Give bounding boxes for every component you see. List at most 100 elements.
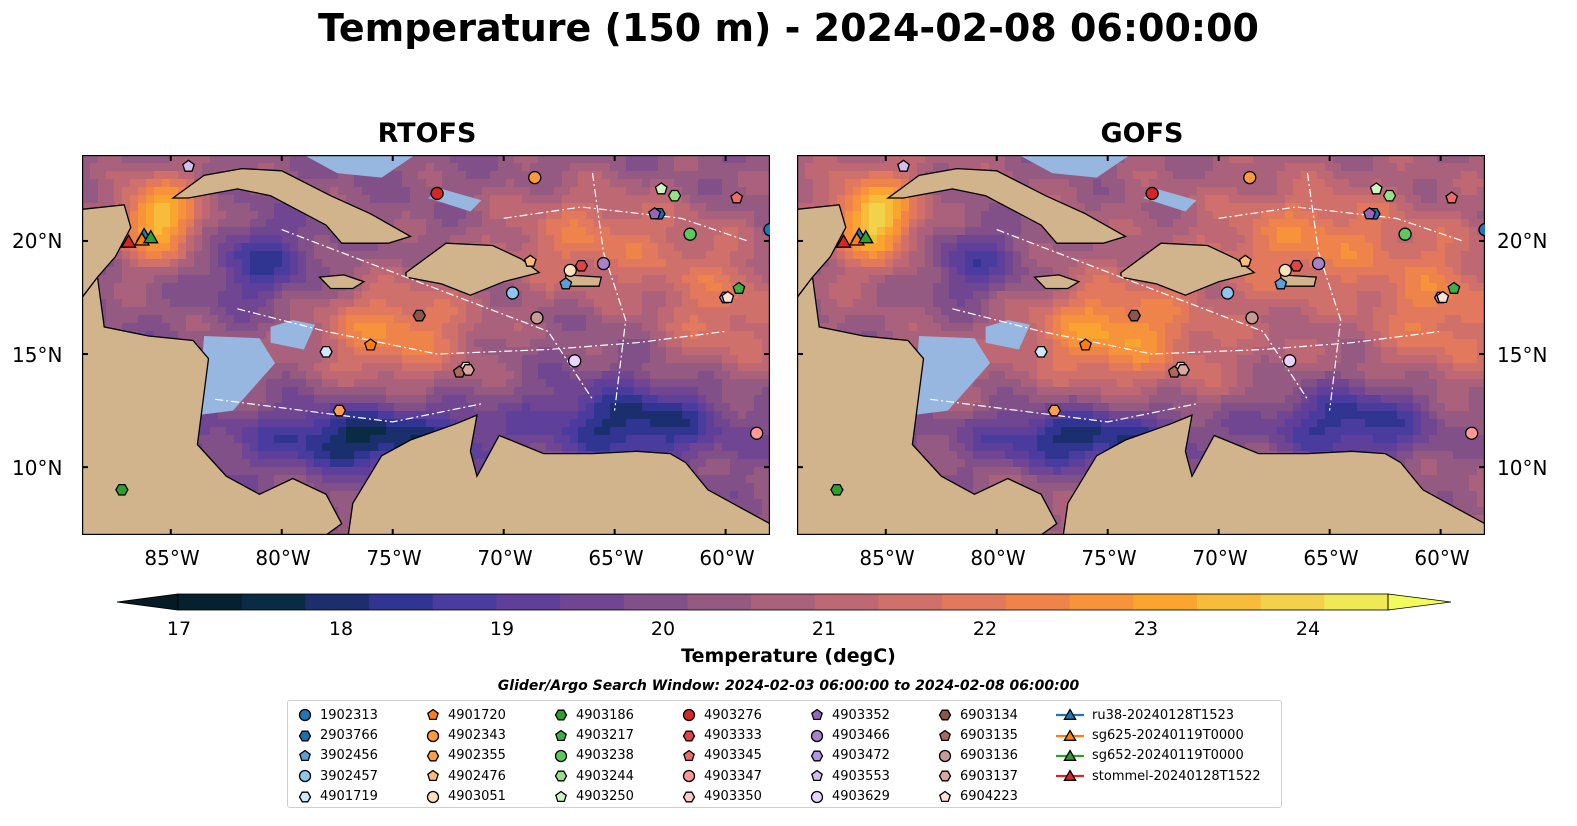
legend-item: 4903333 (682, 725, 762, 745)
colorbar-tick-19: 19 (489, 618, 515, 640)
argo-float-4903186 (115, 483, 129, 496)
legend-label: 4903553 (832, 768, 890, 784)
legend-item: 2903766 (298, 725, 378, 745)
argo-float-4903352 (1363, 206, 1377, 220)
legend-marker-icon (298, 770, 312, 783)
figure-title: Temperature (150 m) - 2024-02-08 06:00:0… (317, 6, 1259, 50)
legend-label: 4902343 (448, 728, 506, 744)
hexagon-icon (682, 791, 696, 803)
colorbar-tick-23: 23 (1133, 618, 1159, 640)
lon-label-75w: 75°W (366, 546, 422, 570)
argo-float-6903137 (1176, 364, 1190, 376)
land-south-america (347, 414, 770, 535)
legend-label: stommel-20240128T1522 (1092, 768, 1261, 784)
argo-float-4902355 (332, 404, 347, 417)
land-yucatan (797, 204, 847, 299)
colorbar-segment (241, 594, 306, 610)
circle-icon (810, 729, 824, 742)
argo-float-4903553 (897, 159, 910, 172)
argo-float-4903250 (654, 182, 668, 195)
legend-label: 6903137 (960, 768, 1018, 784)
lon-label-60w-right: 60°W (1414, 546, 1470, 570)
glider-stommel-20240128T1522 (120, 233, 137, 248)
map-frame (82, 155, 770, 535)
colorbar-tick-18: 18 (328, 618, 354, 640)
land-central-america (82, 275, 343, 535)
legend-item: 6903135 (938, 725, 1018, 745)
circle-icon (298, 770, 312, 783)
land-cuba (885, 167, 1128, 244)
argo-float-4903347 (1465, 426, 1479, 440)
circle-icon (938, 749, 952, 763)
colorbar-segment (369, 594, 434, 610)
legend-label: sg625-20240119T0000 (1092, 728, 1244, 744)
legend-label: 4903472 (832, 748, 890, 764)
argo-float-4903333 (574, 259, 589, 272)
argo-float-4903553 (182, 159, 195, 172)
legend-label: 4903217 (576, 728, 634, 744)
legend-label: 3902457 (320, 768, 378, 784)
axis-ticks (797, 155, 1485, 535)
colorbar-segment (432, 594, 497, 610)
legend-item: 1902313 (298, 705, 378, 725)
circle-icon (682, 770, 696, 783)
lat-label-15n-right: 15°N (1497, 343, 1548, 367)
pentagon-icon (427, 770, 439, 782)
argo-float-4903238 (1398, 227, 1412, 241)
legend-label: 4903345 (704, 748, 762, 764)
legend-item: 4901720 (426, 705, 506, 725)
legend-label: 4903250 (576, 789, 634, 805)
legend-marker-icon (427, 708, 439, 721)
boundary-lines (215, 173, 748, 423)
land (797, 167, 1485, 535)
argo-float-4903276 (430, 186, 444, 201)
triangle-icon (1063, 769, 1077, 782)
colorbar-segment (623, 594, 688, 610)
gliders (120, 227, 159, 248)
lon-label-65w-right: 65°W (1303, 546, 1359, 570)
panel-title-rtofs: RTOFS (377, 118, 477, 149)
triangle-icon (1063, 708, 1077, 721)
legend-item: 4902355 (426, 746, 506, 766)
pentagon-icon (555, 790, 567, 802)
legend-item: 4903472 (810, 746, 890, 766)
hexagon-icon (938, 709, 952, 721)
legend-label: 4903051 (448, 789, 506, 805)
legend-marker-icon (426, 750, 440, 762)
argo-float-4902476 (523, 254, 537, 267)
colorbar-extend-max (1387, 593, 1452, 611)
colorbar (116, 593, 1452, 611)
legend: 1902313 2903766 3902456 3902457 4901719 … (287, 700, 1282, 808)
pentagon-icon (811, 708, 823, 721)
argo-float-4903051 (563, 263, 577, 278)
legend-item: 6904223 (938, 787, 1018, 807)
circle-icon (810, 790, 824, 803)
colorbar-tick-20: 20 (650, 618, 676, 640)
lat-label-10n-right: 10°N (1497, 456, 1548, 480)
land-central-america (797, 275, 1058, 535)
land-cuba (170, 167, 413, 244)
legend-item: stommel-20240128T1522 (1056, 766, 1261, 786)
boundary-line (591, 173, 627, 411)
colorbar-tick-17: 17 (166, 618, 192, 640)
colorbar-segment (1196, 594, 1262, 610)
pentagon-icon (555, 729, 567, 741)
legend-label: 4901719 (320, 789, 378, 805)
lon-label-65w: 65°W (588, 546, 644, 570)
boundary-line (930, 398, 1197, 423)
legend-label: 4903466 (832, 728, 890, 744)
boundary-line (215, 398, 482, 423)
argo-float-4903238 (683, 227, 697, 241)
lon-label-70w-right: 70°W (1192, 546, 1248, 570)
legend-label: ru38-20240128T1523 (1092, 707, 1235, 723)
hexagon-icon (554, 709, 568, 721)
legend-item: 4901719 (298, 787, 378, 807)
lon-label-60w: 60°W (699, 546, 755, 570)
argo-float-6904223 (1436, 290, 1450, 304)
legend-marker-icon (298, 791, 312, 803)
pentagon-icon (939, 790, 951, 802)
pentagon-icon (299, 749, 311, 762)
colorbar-segment (305, 594, 370, 610)
legend-marker-icon (938, 770, 952, 782)
boundary-line (503, 206, 748, 242)
